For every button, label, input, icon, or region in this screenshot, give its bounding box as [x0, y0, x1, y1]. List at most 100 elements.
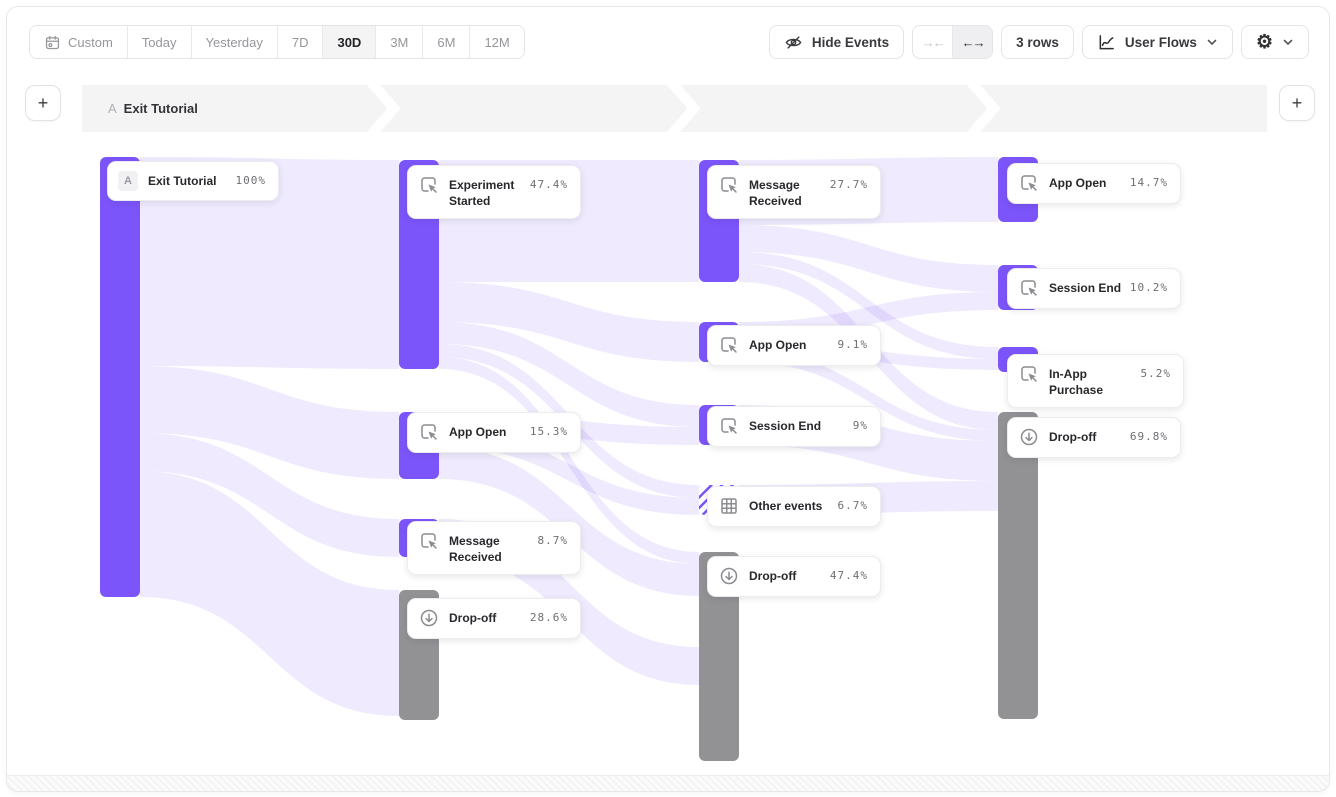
- step-separators: [366, 85, 1001, 132]
- drop-off-icon: [418, 607, 440, 629]
- date-range-label: 30D: [337, 34, 362, 50]
- rows-label: 3 rows: [1016, 34, 1059, 50]
- event-icon: [1018, 363, 1040, 385]
- calendar-icon: [44, 34, 61, 51]
- flow-node-label: Exit Tutorial: [148, 174, 217, 188]
- flow-node-card-c3n2[interactable]: In-App Purchase 5.2%: [1007, 354, 1184, 409]
- flow-node-percent: 10.2%: [1129, 281, 1168, 294]
- drop-off-icon: [718, 565, 740, 587]
- date-range-7d[interactable]: 7D: [277, 26, 324, 58]
- step-title[interactable]: A Exit Tutorial: [108, 85, 198, 132]
- flow-node-card-c2n0[interactable]: Message Received 27.7%: [707, 165, 881, 220]
- flow-node-percent: 5.2%: [1140, 367, 1171, 380]
- date-range-label: Yesterday: [205, 34, 263, 50]
- flow-node-percent: 8.7%: [537, 534, 568, 547]
- flow-node-percent: 27.7%: [829, 178, 868, 191]
- flow-node-label: Drop-off: [449, 611, 497, 625]
- flow-node-card-c3n3[interactable]: Drop-off 69.8%: [1007, 417, 1181, 458]
- date-range-label: 6M: [437, 34, 456, 50]
- date-range-3m[interactable]: 3M: [376, 26, 424, 58]
- rows-button[interactable]: 3 rows: [1001, 25, 1074, 59]
- flow-link[interactable]: [739, 351, 998, 441]
- flow-node-card-c3n1[interactable]: Session End 10.2%: [1007, 268, 1181, 309]
- flow-node-card-c1n2[interactable]: Message Received 8.7%: [407, 521, 581, 576]
- plus-icon: +: [37, 92, 49, 113]
- plus-icon: +: [1291, 92, 1303, 113]
- flow-node-percent: 69.8%: [1129, 430, 1168, 443]
- event-icon: [718, 334, 740, 356]
- flow-node-percent: 28.6%: [529, 611, 568, 624]
- flow-node-label: In-App Purchase: [1049, 367, 1104, 398]
- flow-node-label: App Open: [1049, 176, 1107, 190]
- gear-icon: ⚙: [1255, 31, 1273, 53]
- date-range-label: Custom: [68, 34, 113, 50]
- flow-node-card-c1n3[interactable]: Drop-off 28.6%: [407, 598, 581, 639]
- hide-events-button[interactable]: Hide Events: [768, 25, 905, 59]
- flow-node-bar-c0n0[interactable]: [100, 157, 140, 597]
- event-icon: [1018, 172, 1040, 194]
- flow-node-label: Message Received: [749, 178, 802, 209]
- flow-node-label: Experiment Started: [449, 178, 515, 209]
- date-range-label: 12M: [484, 34, 510, 50]
- flow-link[interactable]: [439, 282, 699, 362]
- chart-type-dropdown[interactable]: User Flows: [1081, 25, 1233, 59]
- flow-link[interactable]: [439, 322, 699, 427]
- flow-node-card-c2n4[interactable]: Drop-off 47.4%: [707, 556, 881, 597]
- flow-link[interactable]: [140, 366, 399, 479]
- flow-link[interactable]: [140, 157, 399, 369]
- step-letter-badge: A: [118, 171, 138, 191]
- chevron-down-icon: [1206, 36, 1218, 48]
- event-icon: [718, 415, 740, 437]
- date-range-label: 7D: [291, 34, 309, 50]
- flow-node-card-c1n0[interactable]: Experiment Started 47.4%: [407, 165, 581, 220]
- flow-node-percent: 100%: [235, 174, 266, 187]
- flow-link[interactable]: [140, 433, 399, 557]
- date-range-custom[interactable]: Custom: [30, 26, 128, 58]
- flow-link[interactable]: [739, 252, 998, 359]
- footer-strip: [7, 775, 1329, 791]
- flow-link[interactable]: [439, 357, 699, 564]
- flow-node-percent: 9.1%: [837, 338, 868, 351]
- flow-link[interactable]: [140, 471, 399, 716]
- flow-node-label: App Open: [749, 338, 807, 352]
- step-label: Exit Tutorial: [123, 101, 198, 116]
- flow-node-label: Message Received: [449, 534, 502, 565]
- date-range-yesterday[interactable]: Yesterday: [191, 26, 278, 58]
- step-prefix: A: [108, 101, 117, 116]
- flow-node-card-c2n3[interactable]: Other events 6.7%: [707, 486, 881, 527]
- flow-node-card-c3n0[interactable]: App Open 14.7%: [1007, 163, 1181, 204]
- flow-node-label: Session End: [1049, 281, 1122, 295]
- event-icon: [418, 530, 440, 552]
- flow-link[interactable]: [739, 225, 998, 292]
- add-step-right-button[interactable]: +: [1279, 85, 1315, 121]
- toolbar-right: Hide Events →← ←→ 3 rows: [768, 25, 1309, 59]
- spacing-toggle-group: →← ←→: [912, 25, 994, 59]
- step-header-band: A Exit Tutorial: [82, 85, 1267, 132]
- chevron-down-icon: [1282, 36, 1294, 48]
- date-range-30d[interactable]: 30D: [323, 26, 377, 58]
- collapse-icon: →←: [921, 34, 946, 50]
- date-range-6m[interactable]: 6M: [423, 26, 471, 58]
- chart-type-label: User Flows: [1124, 34, 1197, 50]
- flow-node-label: Session End: [749, 419, 822, 433]
- expand-columns-button[interactable]: ←→: [953, 26, 993, 58]
- flow-node-bar-c3n3[interactable]: [998, 412, 1038, 719]
- toolbar: Custom Today Yesterday 7D 30D 3M 6M 12M Hide Ev…: [29, 25, 1309, 59]
- event-icon: [418, 174, 440, 196]
- collapse-columns-button[interactable]: →←: [913, 26, 954, 58]
- date-range-today[interactable]: Today: [127, 26, 192, 58]
- event-icon: [418, 421, 440, 443]
- flow-node-percent: 14.7%: [1129, 176, 1168, 189]
- flow-node-card-c0n0[interactable]: A Exit Tutorial 100%: [107, 161, 279, 201]
- date-range-group: Custom Today Yesterday 7D 30D 3M 6M 12M: [29, 25, 525, 59]
- grid-icon: [718, 495, 740, 517]
- flow-node-card-c2n2[interactable]: Session End 9%: [707, 406, 881, 447]
- settings-dropdown[interactable]: ⚙: [1240, 25, 1309, 59]
- expand-icon: ←→: [961, 34, 986, 50]
- date-range-12m[interactable]: 12M: [470, 26, 524, 58]
- flow-node-card-c2n1[interactable]: App Open 9.1%: [707, 325, 881, 366]
- flow-node-label: Drop-off: [1049, 430, 1097, 444]
- date-range-label: Today: [141, 34, 177, 50]
- flow-node-card-c1n1[interactable]: App Open 15.3%: [407, 412, 581, 453]
- add-step-left-button[interactable]: +: [25, 85, 61, 121]
